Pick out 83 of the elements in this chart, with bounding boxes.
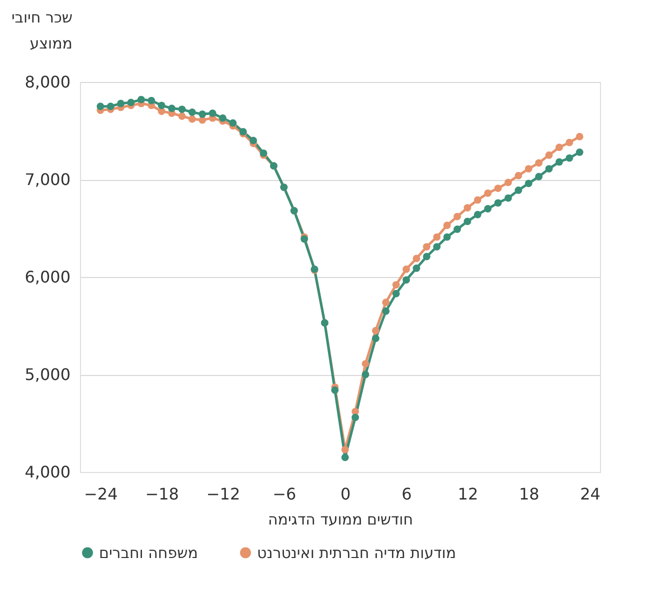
point xyxy=(504,178,512,186)
point xyxy=(443,222,451,230)
point xyxy=(372,326,380,334)
point xyxy=(382,307,390,315)
point xyxy=(148,96,156,104)
x-tick-label: 18 xyxy=(518,484,540,504)
point xyxy=(250,136,258,144)
point xyxy=(494,199,502,207)
point xyxy=(433,233,441,241)
point xyxy=(392,290,400,298)
point xyxy=(514,186,522,194)
point xyxy=(412,264,420,272)
point xyxy=(168,104,176,112)
y-tick-label: 5,000 xyxy=(24,365,70,384)
point xyxy=(443,233,451,241)
point xyxy=(433,243,441,250)
point xyxy=(362,370,370,378)
point xyxy=(198,110,206,118)
point xyxy=(524,165,532,172)
point xyxy=(106,102,114,110)
point xyxy=(96,102,104,110)
legend-label: מודעות מדיה חברתית ואינטרנט xyxy=(257,544,456,562)
point xyxy=(556,144,563,152)
point xyxy=(535,159,543,167)
x-tick-label: 24 xyxy=(580,484,600,504)
point xyxy=(208,110,216,117)
point xyxy=(566,138,574,146)
point xyxy=(545,151,553,159)
point xyxy=(382,298,390,306)
point xyxy=(178,106,186,113)
point xyxy=(158,102,166,110)
legend-label: משפחה וחברים xyxy=(99,544,198,562)
point xyxy=(137,96,145,104)
point xyxy=(341,454,349,462)
point xyxy=(454,226,461,233)
point xyxy=(402,276,410,284)
point xyxy=(474,210,482,218)
point xyxy=(545,165,553,172)
point xyxy=(514,172,522,180)
point xyxy=(219,114,226,122)
point xyxy=(422,252,430,260)
point xyxy=(117,100,124,108)
y-tick-label: 7,000 xyxy=(24,170,70,189)
point xyxy=(576,132,584,140)
point xyxy=(576,148,584,156)
y-tick-label: 6,000 xyxy=(24,268,70,286)
point xyxy=(372,334,380,342)
point xyxy=(392,281,400,288)
point xyxy=(127,98,135,106)
point xyxy=(352,414,359,422)
point xyxy=(454,212,461,220)
x-tick-label: 6 xyxy=(402,484,412,504)
point xyxy=(484,205,492,212)
x-tick-label: −12 xyxy=(206,484,240,504)
point xyxy=(402,266,410,273)
point xyxy=(464,218,472,226)
point xyxy=(484,189,492,197)
y-axis-title: שכר חיובי ממוצע xyxy=(11,8,72,52)
x-axis-title: חודשים ממועד הדגימה xyxy=(268,510,414,528)
point xyxy=(464,204,472,212)
x-tick-label: −6 xyxy=(272,484,296,504)
point xyxy=(524,180,532,188)
point xyxy=(331,386,339,394)
point xyxy=(556,158,563,166)
x-tick-label: −18 xyxy=(145,484,179,504)
point xyxy=(494,184,502,192)
y-tick-label: 4,000 xyxy=(24,462,70,482)
point xyxy=(362,360,370,368)
point xyxy=(412,254,420,262)
point xyxy=(178,112,186,120)
y-tick-label: 8,000 xyxy=(24,72,70,92)
point xyxy=(504,194,512,202)
x-tick-label: 12 xyxy=(458,484,478,504)
point xyxy=(188,108,196,116)
x-tick-label: 0 xyxy=(340,484,351,504)
point xyxy=(535,172,543,180)
point xyxy=(188,115,196,123)
point xyxy=(229,119,237,127)
point xyxy=(474,196,482,204)
x-tick-label: −24 xyxy=(84,484,118,504)
point xyxy=(422,243,430,250)
point xyxy=(341,446,349,454)
point xyxy=(566,154,574,162)
